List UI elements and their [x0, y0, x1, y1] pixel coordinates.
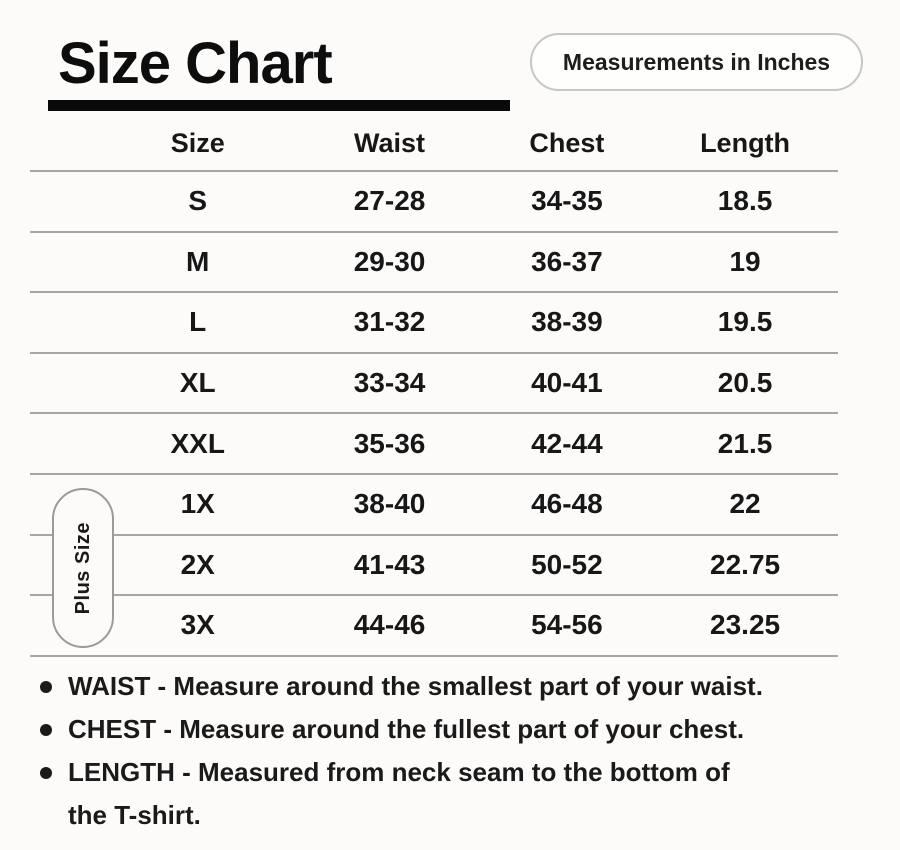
size-label: L: [189, 306, 207, 338]
waist-value: 35-36: [353, 427, 426, 459]
size-label: S: [188, 185, 208, 217]
title-underline: [48, 100, 510, 111]
table-row-s: S 27-28 34-35 18.5: [30, 172, 838, 233]
note-waist: WAIST - Measure around the smallest part…: [38, 665, 868, 708]
chest-value: 40-41: [531, 367, 603, 399]
bullet-icon: [40, 681, 52, 693]
chest-value: 36-37: [531, 245, 603, 277]
units-badge-label: Measurements in Inches: [562, 48, 831, 75]
page-title: Size Chart: [58, 31, 333, 96]
chest-value: 34-35: [531, 185, 603, 217]
bullet-icon: [40, 724, 52, 736]
note-chest: CHEST - Measure around the fullest part …: [38, 708, 868, 751]
measurement-notes: WAIST - Measure around the smallest part…: [38, 665, 868, 837]
size-label: 1X: [180, 488, 215, 520]
size-label: 3X: [180, 609, 215, 641]
waist-value: 38-40: [353, 488, 426, 520]
length-value: 20.5: [717, 367, 773, 399]
size-label: XXL: [170, 427, 225, 459]
chest-value: 46-48: [531, 488, 603, 520]
table-row-m: M 29-30 36-37 19: [30, 233, 838, 294]
size-label: M: [186, 245, 210, 277]
table-row-3x: 3X 44-46 54-56 23.25: [30, 596, 838, 657]
chest-value: 38-39: [531, 306, 603, 338]
size-label: 2X: [180, 548, 215, 580]
length-value: 22.75: [710, 548, 781, 580]
length-value: 22: [729, 488, 761, 520]
plus-size-badge: Plus Size: [52, 488, 114, 648]
table-row-1x: 1X 38-40 46-48 22: [30, 475, 838, 536]
length-value: 19: [729, 245, 761, 277]
column-header-chest: Chest: [529, 127, 605, 158]
size-table: Size Waist Chest Length S 27-28 34-35 18…: [30, 116, 838, 657]
table-header-row: Size Waist Chest Length: [30, 116, 838, 172]
table-row-2x: 2X 41-43 50-52 22.75: [30, 536, 838, 597]
column-header-waist: Waist: [354, 127, 426, 158]
table-row-xxl: XXL 35-36 42-44 21.5: [30, 414, 838, 475]
note-length: LENGTH - Measured from neck seam to the …: [38, 751, 868, 837]
waist-value: 41-43: [353, 548, 426, 580]
table-row-l: L 31-32 38-39 19.5: [30, 293, 838, 354]
waist-value: 29-30: [353, 245, 426, 277]
plus-size-label: Plus Size: [71, 521, 94, 615]
note-length-text-line2: the T-shirt.: [68, 800, 201, 830]
chest-value: 42-44: [531, 427, 603, 459]
length-value: 18.5: [717, 185, 773, 217]
waist-value: 33-34: [353, 367, 426, 399]
chest-value: 50-52: [531, 548, 603, 580]
size-label: XL: [179, 367, 216, 399]
note-waist-text: WAIST - Measure around the smallest part…: [68, 671, 763, 701]
length-value: 23.25: [710, 609, 781, 641]
note-length-text-line1: LENGTH - Measured from neck seam to the …: [68, 757, 730, 787]
waist-value: 31-32: [353, 306, 426, 338]
waist-value: 44-46: [353, 609, 426, 641]
length-value: 19.5: [717, 306, 773, 338]
length-value: 21.5: [717, 427, 773, 459]
table-row-xl: XL 33-34 40-41 20.5: [30, 354, 838, 415]
column-header-length: Length: [700, 127, 791, 158]
units-badge: Measurements in Inches: [530, 33, 863, 91]
waist-value: 27-28: [353, 185, 426, 217]
column-header-size: Size: [170, 127, 225, 158]
chest-value: 54-56: [531, 609, 603, 641]
bullet-icon: [40, 767, 52, 779]
note-chest-text: CHEST - Measure around the fullest part …: [68, 714, 745, 744]
